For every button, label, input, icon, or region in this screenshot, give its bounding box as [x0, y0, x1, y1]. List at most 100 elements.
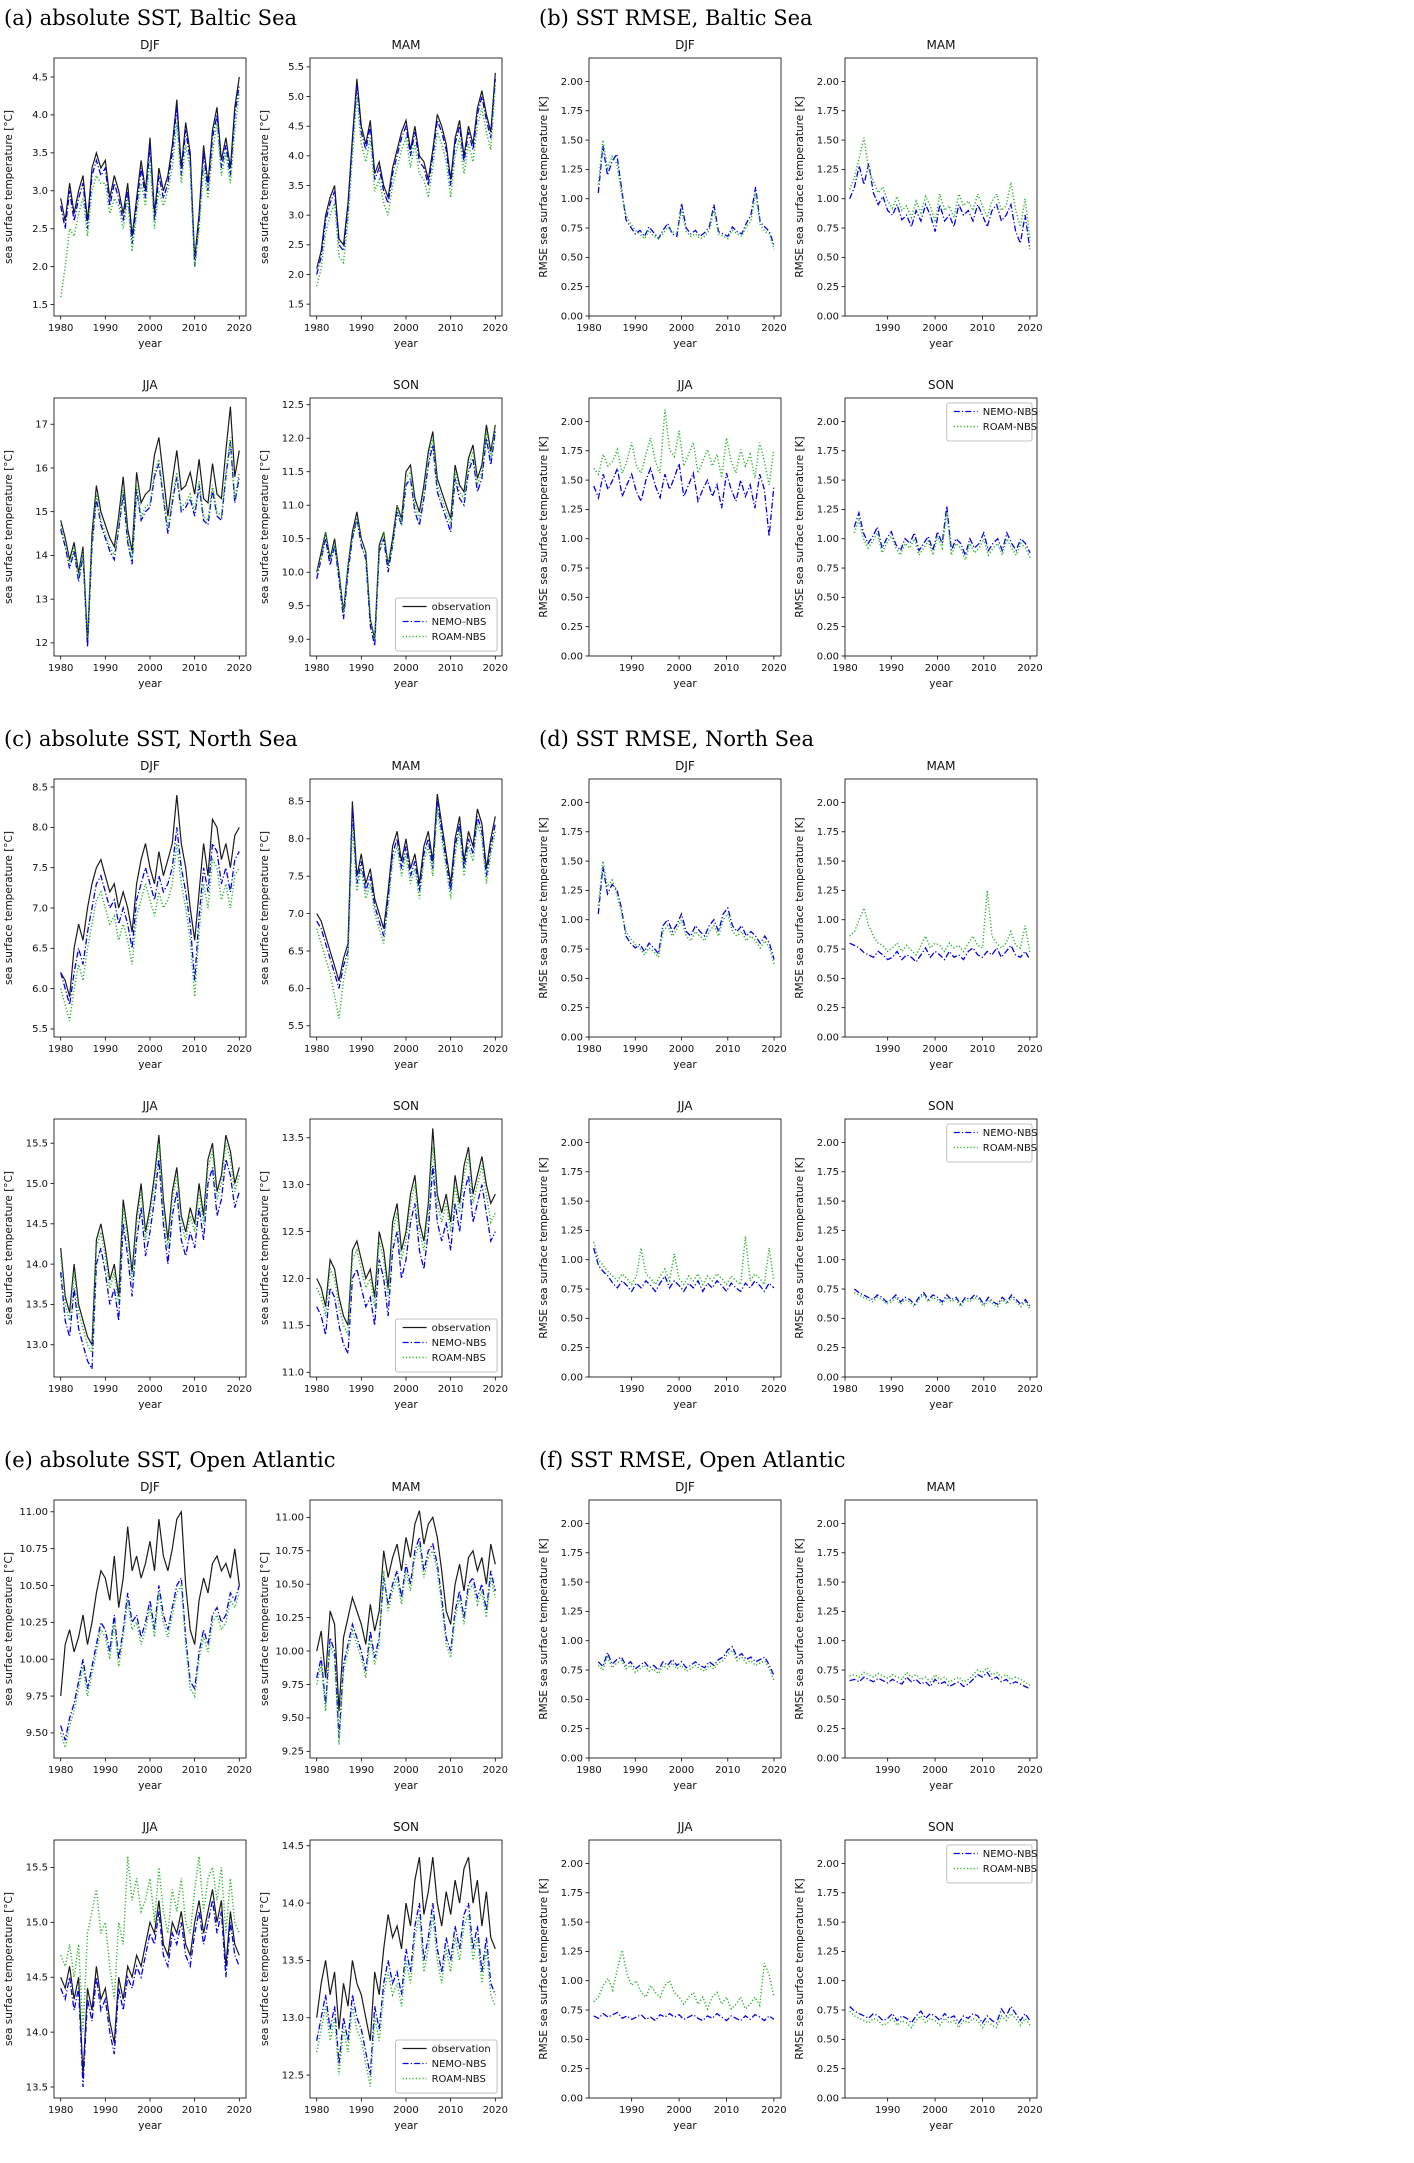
- series-line-observation: [316, 1128, 496, 1326]
- figure-f: (f) SST RMSE, Open Atlantic DJF 0.00 0.25 0…: [535, 1442, 1414, 2163]
- series-line-ROAM-NBS: [597, 139, 775, 250]
- y-tick-label: 12.0: [282, 1274, 304, 1285]
- x-tick-label: 1990: [349, 1044, 374, 1055]
- chart-b-djf: DJF 0.00 0.25 0.50 0.75 1.00 1.25 1.50 1.75 2.00 1…: [538, 38, 787, 350]
- y-tick-label: 2.00: [561, 1859, 583, 1870]
- y-tick-label: 0.50: [561, 974, 583, 985]
- x-tick-label: 2010: [714, 663, 739, 674]
- y-tick-label: 1.25: [817, 505, 839, 516]
- y-tick-label: 0.00: [561, 2093, 583, 2104]
- x-axis-label: year: [138, 2120, 162, 2132]
- y-tick-label: 0.75: [561, 1665, 583, 1676]
- y-tick-label: 1.5: [32, 300, 48, 311]
- y-tick-label: 11.5: [282, 1321, 304, 1332]
- y-axis-label: sea surface temperature [°C]: [3, 1892, 15, 2046]
- x-tick-label: 2020: [227, 1384, 252, 1395]
- series-line-ROAM-NBS: [315, 1543, 497, 1745]
- x-tick-label: 2020: [227, 323, 252, 334]
- series-line-ROAM-NBS: [59, 1142, 241, 1356]
- x-tick-label: 1980: [48, 663, 73, 674]
- y-tick-label: 1.50: [817, 1196, 839, 1207]
- chart-a-mam: MAM 1.5 2.0 2.5 3.0 3.5 4.0 4.5 5.0 5.5 1980 1990 20…: [259, 38, 508, 350]
- y-tick-label: 10.50: [275, 1580, 304, 1591]
- series-line-NEMO-NBS: [593, 1247, 775, 1293]
- series-line-ROAM-NBS: [592, 1236, 775, 1287]
- x-tick-label: 1980: [304, 663, 329, 674]
- x-tick-label: 1990: [93, 1765, 118, 1776]
- y-tick-label: 1.00: [561, 194, 583, 205]
- chart-e-djf: DJF 9.50 9.75 10.00 10.25 10.50 10.75 11.00 1980…: [3, 1480, 252, 1792]
- y-tick-label: 0.75: [817, 944, 839, 955]
- chart-d-djf: DJF 0.00 0.25 0.50 0.75 1.00 1.25 1.50 1.75 2.00 1…: [538, 759, 787, 1071]
- x-axis-label: year: [673, 2120, 697, 2132]
- chart-c-djf: DJF 5.5 6.0 6.5 7.0 7.5 8.0 8.5 1980 1990 2000 2010…: [3, 759, 252, 1071]
- y-axis-label: sea surface temperature [°C]: [3, 450, 15, 604]
- series-line-NEMO-NBS: [593, 2011, 775, 2022]
- x-tick-label: 2000: [393, 1765, 418, 1776]
- series-line-NEMO-NBS: [60, 1576, 240, 1741]
- figure-e: (e) absolute SST, Open Atlantic DJF 9.50 9…: [0, 1442, 535, 2163]
- x-tick-label: 2000: [137, 1384, 162, 1395]
- y-tick-label: 1.00: [561, 534, 583, 545]
- subplot-title: JJA: [141, 1099, 158, 1113]
- chart-e-son: SON 12.5 13.0 13.5 14.0 14.5 1980 1990 2000 2010 2…: [259, 1820, 508, 2132]
- x-tick-label: 1990: [93, 323, 118, 334]
- legend-box: [946, 402, 1033, 442]
- series-line-ROAM-NBS: [315, 424, 497, 640]
- legend-label-ROAM-NBS: ROAM-NBS: [983, 422, 1037, 433]
- series-line-ROAM-NBS: [849, 137, 1031, 239]
- y-tick-label: 0.75: [817, 563, 839, 574]
- y-tick-label: 0.00: [817, 1032, 839, 1043]
- chart-b-jja: JJA 0.00 0.25 0.50 0.75 1.00 1.25 1.50 1.75 2.00 1…: [538, 378, 787, 690]
- legend-box: [395, 597, 498, 652]
- plot-area: [588, 778, 782, 1038]
- x-axis-label: year: [138, 338, 162, 350]
- y-tick-label: 2.5: [32, 224, 48, 235]
- y-tick-label: 1.75: [817, 106, 839, 117]
- x-tick-label: 2020: [1017, 323, 1042, 334]
- x-axis-label: year: [394, 2120, 418, 2132]
- y-tick-label: 15: [35, 507, 48, 518]
- x-axis-label: year: [929, 1059, 953, 1071]
- x-tick-label: 2020: [1017, 663, 1042, 674]
- legend-label-NEMO-NBS: NEMO-NBS: [432, 617, 487, 628]
- x-tick-label: 1980: [304, 1384, 329, 1395]
- legend-label-ROAM-NBS: ROAM-NBS: [432, 2074, 486, 2085]
- y-tick-label: 0.25: [561, 1343, 583, 1354]
- subplot-title: DJF: [140, 759, 160, 773]
- y-tick-label: 8.5: [288, 797, 304, 808]
- y-tick-label: 1.75: [561, 106, 583, 117]
- y-axis-label: RMSE sea surface temperature [K]: [794, 1157, 806, 1338]
- x-tick-label: 1990: [879, 1384, 904, 1395]
- y-tick-label: 13.5: [26, 2082, 48, 2093]
- x-tick-label: 2000: [925, 663, 950, 674]
- x-axis-label: year: [673, 1059, 697, 1071]
- y-tick-label: 9.0: [288, 635, 304, 646]
- figure-e-charts: DJF 9.50 9.75 10.00 10.25 10.50 10.75 11.00 1980…: [0, 1478, 535, 2158]
- y-tick-label: 1.25: [561, 1226, 583, 1237]
- subplot-title: DJF: [675, 38, 695, 52]
- plot-area: [53, 57, 247, 317]
- y-tick-label: 0.50: [817, 253, 839, 264]
- y-tick-label: 0.00: [817, 651, 839, 662]
- figure-a-charts: DJF 1.5 2.0 2.5 3.0 3.5 4.0 4.5 1980 1990 2000 2010…: [0, 36, 535, 716]
- x-tick-label: 2010: [714, 1384, 739, 1395]
- y-tick-label: 1.50: [817, 1917, 839, 1928]
- y-tick-label: 0.25: [817, 1724, 839, 1735]
- y-tick-label: 10.0: [282, 568, 304, 579]
- y-tick-label: 11.00: [275, 1513, 304, 1524]
- x-tick-label: 2020: [483, 663, 508, 674]
- figure-c: (c) absolute SST, North Sea DJF 5.5 6.0 6.5…: [0, 721, 535, 1442]
- x-tick-label: 1980: [48, 1044, 73, 1055]
- y-tick-label: 0.50: [817, 1314, 839, 1325]
- x-tick-label: 1980: [304, 1044, 329, 1055]
- y-tick-label: 12: [35, 638, 48, 649]
- y-tick-label: 13: [35, 594, 48, 605]
- subplot-title: DJF: [140, 38, 160, 52]
- y-tick-label: 0.50: [561, 253, 583, 264]
- plot-area: [309, 778, 503, 1038]
- subplot-title: SON: [928, 1820, 954, 1834]
- subplot-title: SON: [928, 378, 954, 392]
- y-tick-label: 9.75: [282, 1680, 304, 1691]
- y-tick-label: 10.5: [282, 534, 304, 545]
